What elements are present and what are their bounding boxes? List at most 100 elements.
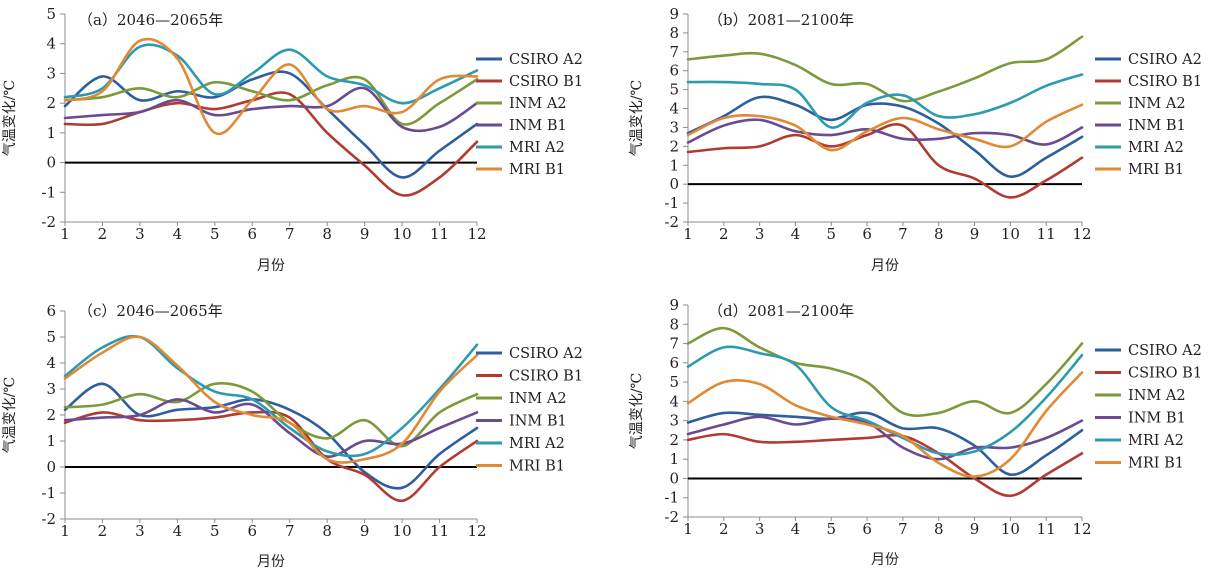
x-tick-label: 10 xyxy=(1001,520,1020,538)
legend-label: CSIRO B1 xyxy=(1128,74,1202,90)
series-line-inm-a2 xyxy=(686,35,1084,103)
y-tick-label: 6 xyxy=(669,62,679,80)
x-tick-label: 1 xyxy=(60,522,70,540)
x-tick-label: 2 xyxy=(98,225,108,243)
x-tick-label: 3 xyxy=(135,522,145,540)
series-line-inm-a2 xyxy=(63,382,479,448)
x-tick-label: 5 xyxy=(210,225,220,243)
legend-label: MRI A2 xyxy=(1128,433,1184,449)
series-line-inm-a2 xyxy=(63,75,479,126)
y-tick-label: -2 xyxy=(41,510,56,528)
y-tick-label: 0 xyxy=(46,458,56,476)
legend-label: CSIRO B1 xyxy=(1128,366,1202,382)
x-tick-label: 3 xyxy=(135,225,145,243)
x-tick-label: 7 xyxy=(898,520,908,538)
series-line-inm-b1 xyxy=(686,415,1084,461)
panel-title: （a）2046—2065年 xyxy=(78,11,223,29)
x-tick-label: 4 xyxy=(791,520,801,538)
y-tick-label: 0 xyxy=(46,154,56,172)
y-tick-label: 4 xyxy=(46,354,56,372)
legend-label: CSIRO A2 xyxy=(509,52,583,68)
x-tick-label: 11 xyxy=(430,225,449,243)
x-axis-title: 月份 xyxy=(871,258,899,274)
y-tick-label: 3 xyxy=(669,412,679,430)
x-tick-label: 9 xyxy=(970,520,980,538)
x-tick-label: 8 xyxy=(934,225,944,243)
x-tick-label: 1 xyxy=(683,225,693,243)
series-line-mri-b1 xyxy=(63,335,479,464)
x-tick-label: 2 xyxy=(719,225,729,243)
legend-label: CSIRO B1 xyxy=(509,369,583,385)
x-tick-label: 7 xyxy=(285,225,295,243)
y-tick-label: 6 xyxy=(46,302,56,320)
series-line-csiro-a2 xyxy=(686,95,1084,178)
legend-label: CSIRO A2 xyxy=(509,346,583,362)
y-tick-label: 7 xyxy=(669,43,679,61)
legend-label: INM A2 xyxy=(1128,96,1186,112)
x-tick-label: 12 xyxy=(1072,225,1091,243)
y-tick-label: 7 xyxy=(669,335,679,353)
y-tick-label: 8 xyxy=(669,24,679,42)
x-tick-label: 12 xyxy=(1072,520,1091,538)
x-tick-label: 8 xyxy=(322,522,332,540)
legend-label: MRI A2 xyxy=(509,140,565,156)
series-line-csiro-b1 xyxy=(686,123,1084,199)
y-tick-label: 1 xyxy=(46,124,56,142)
x-tick-label: 11 xyxy=(1037,520,1056,538)
y-tick-label: -1 xyxy=(41,484,56,502)
x-tick-label: 6 xyxy=(247,225,257,243)
panel-title: （c）2046—2065年 xyxy=(78,302,223,320)
y-tick-label: -2 xyxy=(664,508,679,526)
x-tick-label: 10 xyxy=(1001,225,1020,243)
x-tick-label: 3 xyxy=(755,520,765,538)
y-tick-label: 5 xyxy=(46,328,56,346)
y-tick-label: 3 xyxy=(46,380,56,398)
x-tick-label: 4 xyxy=(791,225,801,243)
series-line-csiro-a2 xyxy=(686,411,1084,476)
y-tick-label: 5 xyxy=(669,81,679,99)
y-axis-title: 气温变化/℃ xyxy=(2,80,18,156)
x-tick-label: 8 xyxy=(934,520,944,538)
x-tick-label: 5 xyxy=(210,522,220,540)
panel-title: （d）2081—2100年 xyxy=(708,302,854,320)
y-tick-label: -2 xyxy=(41,213,56,231)
x-tick-label: 1 xyxy=(60,225,70,243)
legend-label: MRI B1 xyxy=(1128,162,1184,178)
series-line-mri-a2 xyxy=(63,43,479,105)
y-tick-label: 2 xyxy=(46,406,56,424)
legend-label: CSIRO A2 xyxy=(1128,343,1202,359)
y-tick-label: 3 xyxy=(669,118,679,136)
legend-label: INM A2 xyxy=(1128,388,1186,404)
x-tick-label: 8 xyxy=(322,225,332,243)
legend-label: INM A2 xyxy=(509,391,567,407)
y-tick-label: 8 xyxy=(669,315,679,333)
x-tick-label: 7 xyxy=(898,225,908,243)
y-axis-title: 气温变化/℃ xyxy=(2,377,18,453)
y-tick-label: 1 xyxy=(669,156,679,174)
series-line-inm-b1 xyxy=(63,86,479,133)
y-axis-title: 气温变化/℃ xyxy=(629,373,645,449)
x-tick-label: 11 xyxy=(1037,225,1056,243)
series-line-csiro-a2 xyxy=(63,382,479,490)
x-tick-label: 3 xyxy=(755,225,765,243)
x-tick-label: 6 xyxy=(862,225,872,243)
x-tick-label: 2 xyxy=(719,520,729,538)
y-tick-label: 0 xyxy=(669,175,679,193)
y-tick-label: 2 xyxy=(46,94,56,112)
x-axis-title: 月份 xyxy=(871,552,899,568)
y-tick-label: 2 xyxy=(669,431,679,449)
x-tick-label: 12 xyxy=(467,225,486,243)
legend-label: MRI B1 xyxy=(1128,456,1184,472)
x-tick-label: 10 xyxy=(393,522,412,540)
x-tick-label: 10 xyxy=(393,225,412,243)
x-tick-label: 11 xyxy=(430,522,449,540)
x-tick-label: 9 xyxy=(360,225,370,243)
y-tick-label: 5 xyxy=(669,373,679,391)
series-line-inm-a2 xyxy=(686,326,1084,417)
legend-label: MRI A2 xyxy=(509,436,565,452)
series-line-csiro-a2 xyxy=(63,70,479,179)
legend-label: MRI A2 xyxy=(1128,140,1184,156)
y-tick-label: 3 xyxy=(46,64,56,82)
